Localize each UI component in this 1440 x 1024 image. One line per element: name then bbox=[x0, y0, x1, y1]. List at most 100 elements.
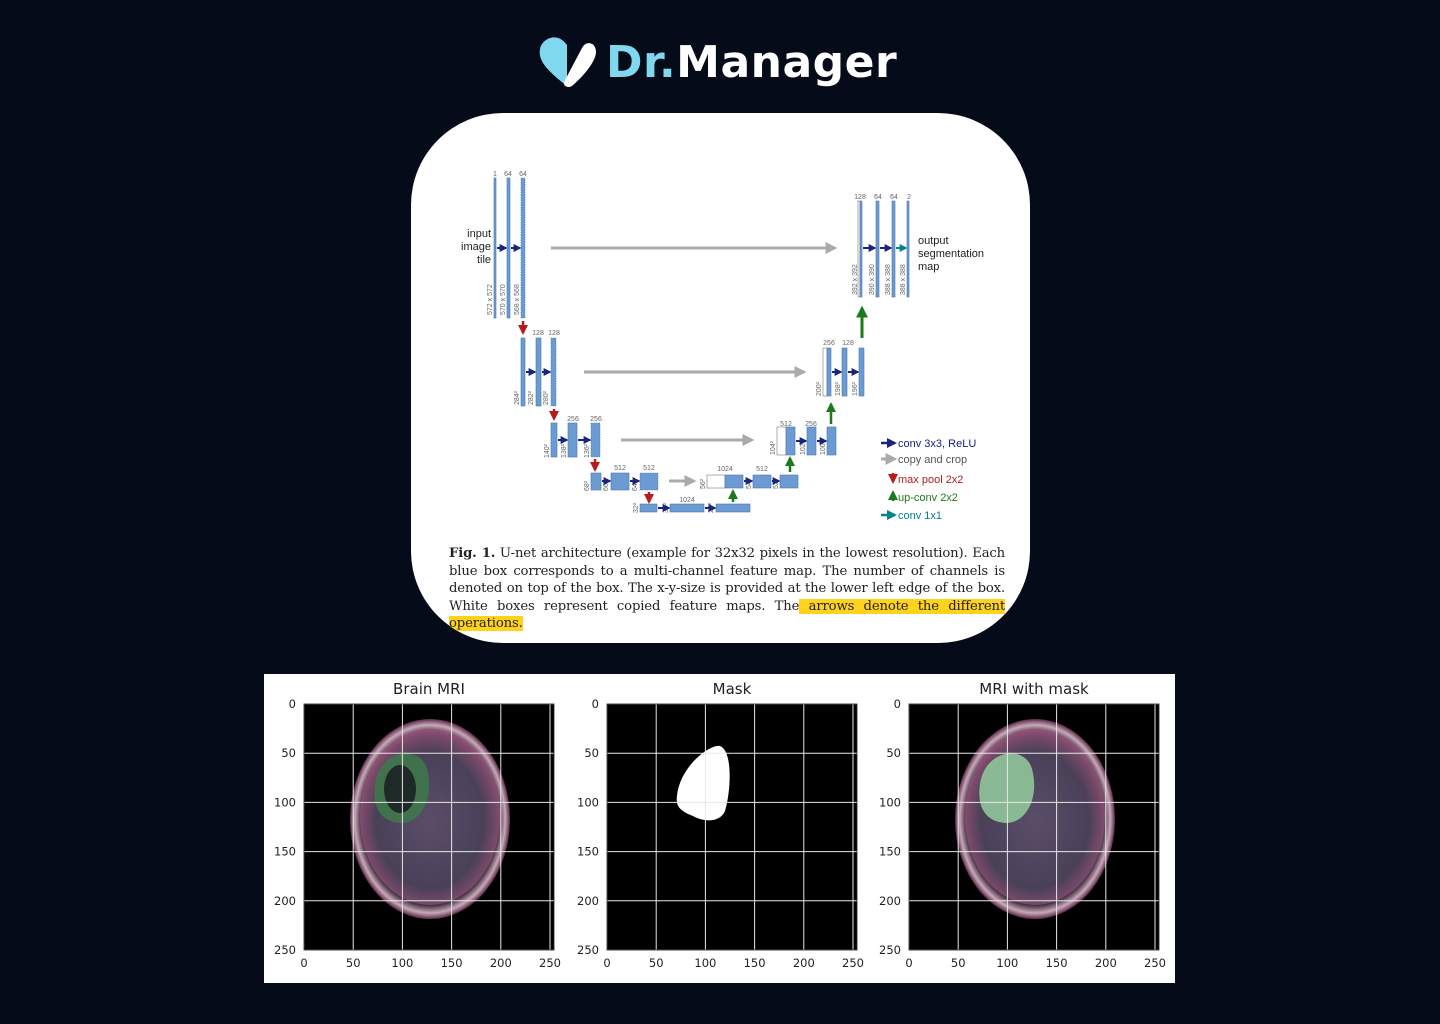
channel-label: 1024 bbox=[679, 497, 695, 504]
brain-shape bbox=[360, 729, 500, 905]
x-tick-label: 0 bbox=[300, 956, 307, 970]
channel-label: 256 bbox=[590, 416, 602, 423]
copied-feature-map bbox=[822, 347, 828, 397]
feature-map-box bbox=[858, 347, 865, 397]
x-tick-label: 250 bbox=[1144, 956, 1166, 970]
mri-plots: Brain MRI 0 0 50 50 100 100 150 150 200 200 250 250 M… bbox=[274, 680, 1166, 970]
plot-title: MRI with mask bbox=[979, 680, 1089, 698]
size-label: 102² bbox=[800, 440, 807, 455]
feature-map-box bbox=[506, 177, 511, 319]
feature-map-box bbox=[550, 422, 558, 458]
y-tick-label: 100 bbox=[274, 795, 296, 809]
feature-map-box bbox=[826, 347, 832, 397]
channel-label: 256 bbox=[823, 340, 835, 347]
size-label: 54² bbox=[746, 478, 753, 489]
y-tick-label: 0 bbox=[289, 697, 296, 711]
axes-frame bbox=[606, 703, 858, 951]
copied-feature-map bbox=[776, 426, 787, 456]
feature-map-box bbox=[639, 503, 658, 513]
output-label: output bbox=[918, 235, 949, 247]
feature-map-box bbox=[520, 337, 526, 407]
channel-label: 256 bbox=[567, 416, 579, 423]
y-tick-label: 250 bbox=[274, 943, 296, 957]
y-tick-label: 200 bbox=[879, 894, 901, 908]
channel-label: 128 bbox=[532, 330, 544, 337]
heart-logo-icon bbox=[539, 37, 596, 87]
feature-map-box bbox=[590, 422, 601, 458]
feature-map-box bbox=[567, 422, 578, 458]
feature-map-box bbox=[906, 200, 910, 298]
channel-label: 64 bbox=[890, 194, 898, 201]
size-label: 200² bbox=[816, 381, 823, 396]
size-label: 388 x 388 bbox=[900, 264, 907, 295]
x-tick-label: 200 bbox=[490, 956, 512, 970]
feature-map-box bbox=[785, 426, 796, 456]
channel-label: 128 bbox=[548, 330, 560, 337]
channel-label: 64 bbox=[504, 171, 512, 178]
figure-caption: Fig. 1. U-net architecture (example for … bbox=[449, 546, 1006, 632]
size-label: 572 x 572 bbox=[487, 284, 494, 315]
size-label: 198² bbox=[835, 381, 842, 396]
feature-map-box bbox=[875, 200, 880, 298]
axes-frame bbox=[908, 703, 1160, 951]
size-label: 392 x 392 bbox=[852, 264, 859, 295]
copied-feature-map bbox=[706, 474, 726, 489]
size-label: 570 x 570 bbox=[500, 284, 507, 315]
channel-label: 1024 bbox=[717, 466, 733, 473]
size-label: 32² bbox=[633, 502, 640, 513]
feature-map-box bbox=[550, 337, 557, 407]
size-label: 196² bbox=[852, 381, 859, 396]
feature-map-box bbox=[841, 347, 848, 397]
legend-label: conv 3x3, ReLU bbox=[898, 438, 976, 450]
output-label: segmentation bbox=[918, 248, 984, 260]
y-tick-label: 250 bbox=[879, 943, 901, 957]
x-tick-label: 200 bbox=[793, 956, 815, 970]
feature-map-box bbox=[610, 472, 630, 491]
mask-region bbox=[676, 745, 730, 821]
x-tick-label: 250 bbox=[539, 956, 561, 970]
y-tick-label: 100 bbox=[577, 795, 599, 809]
brand-name: Dr.Manager bbox=[606, 36, 898, 88]
size-label: 140² bbox=[544, 443, 551, 458]
channel-label: 2 bbox=[907, 194, 911, 201]
size-label: 56² bbox=[700, 478, 707, 489]
feature-map-box bbox=[669, 503, 705, 513]
channel-label: 128 bbox=[854, 194, 866, 201]
y-tick-label: 100 bbox=[879, 795, 901, 809]
feature-map-box bbox=[752, 474, 772, 489]
x-tick-label: 50 bbox=[346, 956, 361, 970]
y-tick-label: 250 bbox=[577, 943, 599, 957]
legend-label: max pool 2x2 bbox=[898, 474, 963, 486]
y-tick-label: 200 bbox=[274, 894, 296, 908]
channel-label: 256 bbox=[805, 421, 817, 428]
feature-map-box bbox=[806, 426, 817, 456]
tumor-core bbox=[384, 765, 416, 813]
channel-label: 1 bbox=[493, 171, 497, 178]
size-label: 66² bbox=[603, 480, 610, 491]
channel-label: 64 bbox=[874, 194, 882, 201]
size-label: 100² bbox=[820, 440, 827, 455]
y-tick-label: 0 bbox=[894, 697, 901, 711]
size-label: 104² bbox=[770, 440, 777, 455]
size-label: 68² bbox=[584, 480, 591, 491]
feature-map-box bbox=[535, 337, 542, 407]
unet-architecture-diagram: 1 64 64 572 x 572 570 x 570 568 x 568 inputima… bbox=[461, 171, 984, 522]
unet-figure-card: 1 64 64 572 x 572 570 x 570 568 x 568 input ima… bbox=[411, 113, 1030, 643]
size-label: 64² bbox=[632, 480, 639, 491]
x-tick-label: 100 bbox=[996, 956, 1018, 970]
x-tick-label: 150 bbox=[744, 956, 766, 970]
legend-label: copy and crop bbox=[898, 454, 967, 466]
feature-map-box bbox=[493, 177, 497, 319]
x-tick-label: 50 bbox=[649, 956, 664, 970]
y-tick-label: 200 bbox=[577, 894, 599, 908]
y-tick-label: 50 bbox=[281, 746, 296, 760]
x-tick-label: 150 bbox=[441, 956, 463, 970]
mri-plots-panel: Brain MRI 0 0 50 50 100 100 150 150 200 200 250 250 M… bbox=[264, 674, 1175, 983]
x-tick-label: 250 bbox=[842, 956, 864, 970]
size-label: 280² bbox=[543, 390, 550, 405]
channel-label: 512 bbox=[643, 465, 655, 472]
feature-map-box bbox=[859, 200, 863, 298]
y-tick-label: 0 bbox=[592, 697, 599, 711]
channel-label: 64 bbox=[519, 171, 527, 178]
feature-map-box bbox=[590, 472, 602, 491]
